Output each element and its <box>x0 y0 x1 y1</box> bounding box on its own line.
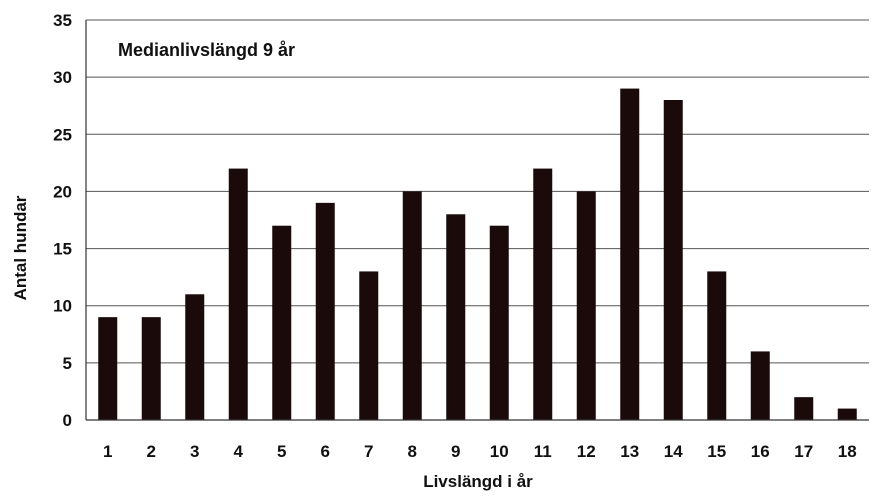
x-tick-label: 2 <box>147 442 156 461</box>
bar <box>489 225 509 420</box>
x-tick-label: 6 <box>321 442 330 461</box>
y-tick-labels: 0 5 10 15 20 25 30 35 <box>53 11 72 430</box>
y-tick-label: 20 <box>53 182 72 201</box>
bar <box>315 202 335 420</box>
bar <box>446 214 466 420</box>
y-tick-label: 35 <box>53 11 72 30</box>
x-tick-label: 5 <box>277 442 286 461</box>
x-tick-label: 14 <box>664 442 683 461</box>
x-axis-title: Livslängd i år <box>423 472 533 491</box>
bars <box>98 88 857 421</box>
y-tick-label: 5 <box>63 354 72 373</box>
gridlines <box>86 19 869 364</box>
bar <box>98 317 118 420</box>
x-tick-label: 12 <box>577 442 596 461</box>
x-tick-label: 18 <box>838 442 857 461</box>
bar <box>228 168 248 420</box>
x-tick-label: 17 <box>794 442 813 461</box>
bar <box>663 100 683 420</box>
x-tick-labels: 1 2 3 4 5 6 7 8 9 10 11 12 13 14 15 16 17 18 <box>103 442 857 461</box>
bar <box>620 88 640 421</box>
x-tick-label: 10 <box>490 442 509 461</box>
bar <box>272 225 292 420</box>
y-tick-label: 30 <box>53 68 72 87</box>
bar <box>402 191 422 420</box>
x-tick-label: 15 <box>707 442 726 461</box>
x-tick-label: 3 <box>190 442 199 461</box>
x-tick-label: 4 <box>234 442 244 461</box>
bar <box>533 168 553 420</box>
bar <box>576 191 596 420</box>
axes <box>85 20 869 421</box>
x-tick-label: 16 <box>751 442 770 461</box>
x-tick-label: 13 <box>620 442 639 461</box>
y-tick-label: 25 <box>53 125 72 144</box>
bar <box>359 271 379 420</box>
bar <box>837 408 857 420</box>
y-tick-label: 15 <box>53 240 72 259</box>
bar <box>141 317 161 420</box>
x-tick-label: 1 <box>103 442 112 461</box>
y-tick-label: 0 <box>63 411 72 430</box>
x-tick-label: 7 <box>364 442 373 461</box>
median-annotation: Medianlivslängd 9 år <box>118 40 295 60</box>
bar <box>185 294 205 420</box>
y-axis-title: Antal hundar <box>11 195 30 300</box>
x-tick-label: 11 <box>534 442 552 461</box>
bar <box>750 351 770 420</box>
bar <box>794 397 814 420</box>
bar <box>707 271 727 420</box>
x-tick-label: 8 <box>408 442 417 461</box>
y-tick-label: 10 <box>53 297 72 316</box>
x-tick-label: 9 <box>451 442 460 461</box>
